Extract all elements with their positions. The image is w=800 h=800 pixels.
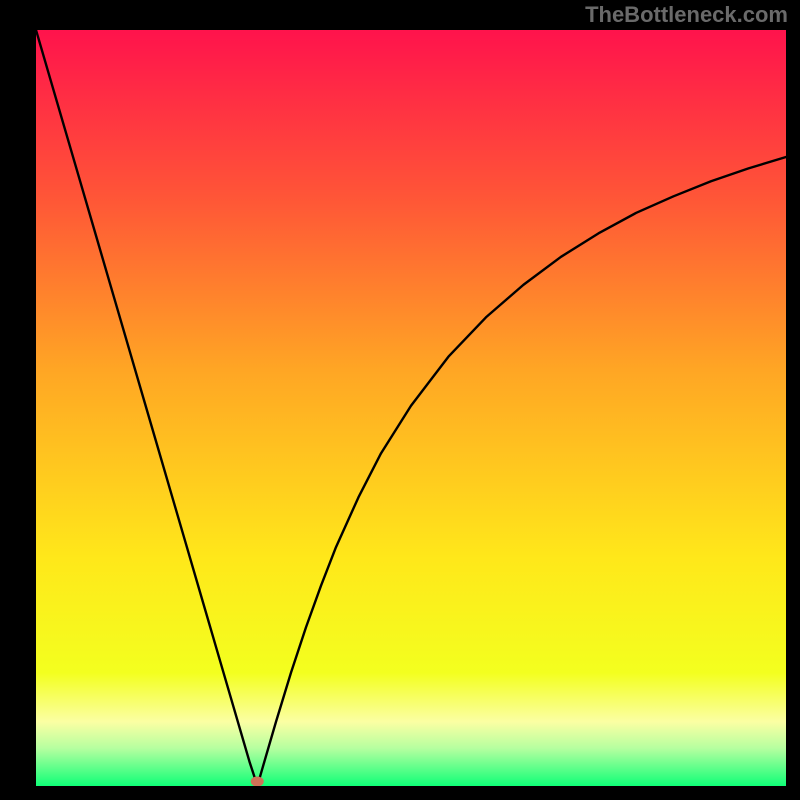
watermark-text: TheBottleneck.com	[585, 2, 788, 28]
chart-canvas: TheBottleneck.com	[0, 0, 800, 800]
gradient-background	[36, 30, 786, 786]
plot-area	[36, 30, 786, 786]
plot-svg	[36, 30, 786, 786]
minimum-marker	[251, 776, 264, 786]
